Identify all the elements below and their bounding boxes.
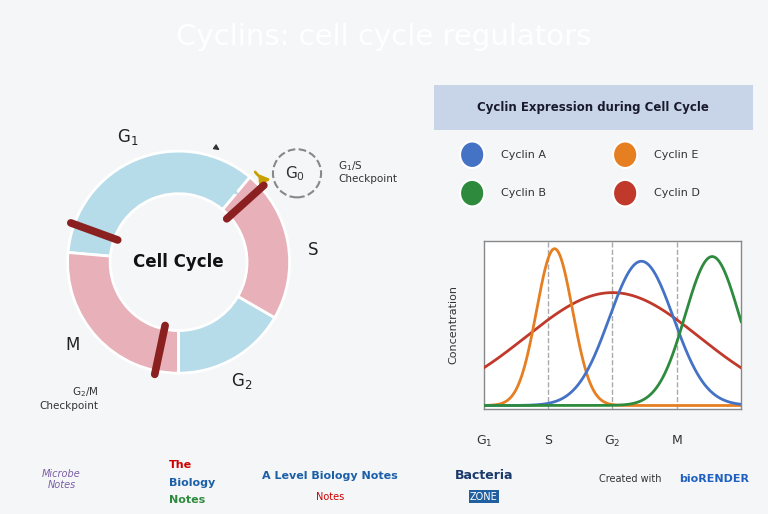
Polygon shape <box>208 337 223 347</box>
Polygon shape <box>263 265 274 279</box>
Text: Cyclin A: Cyclin A <box>501 150 546 160</box>
Text: Microbe
Notes: Microbe Notes <box>42 468 81 490</box>
Text: Cyclin E: Cyclin E <box>654 150 698 160</box>
Text: M: M <box>65 336 79 354</box>
Circle shape <box>460 180 485 207</box>
Text: Notes: Notes <box>316 492 344 502</box>
Wedge shape <box>68 151 250 256</box>
Circle shape <box>613 141 637 168</box>
Text: S: S <box>308 242 319 260</box>
Text: G$_2$/M
Checkpoint: G$_2$/M Checkpoint <box>40 386 99 411</box>
Text: Cell Cycle: Cell Cycle <box>134 253 224 271</box>
FancyBboxPatch shape <box>434 85 753 130</box>
Circle shape <box>613 180 637 207</box>
Text: Bacteria: Bacteria <box>455 469 513 482</box>
Text: G$_1$: G$_1$ <box>118 127 139 147</box>
Wedge shape <box>223 177 290 318</box>
Text: G$_1$: G$_1$ <box>475 434 492 449</box>
Text: Cyclin D: Cyclin D <box>654 188 700 198</box>
Wedge shape <box>68 252 179 373</box>
Text: M: M <box>671 434 682 447</box>
Polygon shape <box>223 181 237 194</box>
Wedge shape <box>179 297 275 373</box>
Text: Notes: Notes <box>169 495 205 505</box>
Text: Cyclins: cell cycle regulators: Cyclins: cell cycle regulators <box>177 23 591 51</box>
Text: Created with: Created with <box>598 474 661 484</box>
Text: Biology: Biology <box>169 478 215 488</box>
Text: G$_2$: G$_2$ <box>604 434 621 449</box>
Text: Concentration: Concentration <box>448 285 458 364</box>
Polygon shape <box>161 346 176 357</box>
Text: S: S <box>545 434 552 447</box>
Circle shape <box>460 141 485 168</box>
Text: Cyclin B: Cyclin B <box>501 188 546 198</box>
Text: G$_0$: G$_0$ <box>285 164 305 182</box>
Text: G$_1$/S
Checkpoint: G$_1$/S Checkpoint <box>338 159 397 185</box>
Text: bioRENDER: bioRENDER <box>679 474 750 484</box>
Text: Cyclin Expression during Cell Cycle: Cyclin Expression during Cell Cycle <box>478 101 709 114</box>
Text: G$_2$: G$_2$ <box>231 372 253 391</box>
Text: A Level Biology Notes: A Level Biology Notes <box>263 471 398 481</box>
Text: The: The <box>169 461 192 470</box>
Text: ZONE: ZONE <box>470 492 498 502</box>
